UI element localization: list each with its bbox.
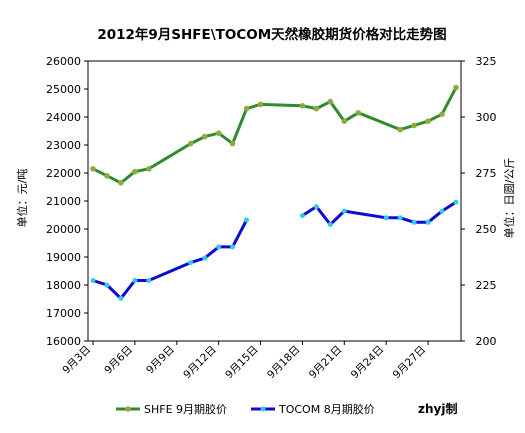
data-point-shfe xyxy=(187,140,194,147)
left-axis-title: 单位：元/吨 xyxy=(15,169,29,228)
data-point-tocom xyxy=(313,204,319,210)
x-tick-label: 9月21日 xyxy=(307,344,345,382)
x-tick-label: 9月6日 xyxy=(102,344,135,377)
data-point-shfe xyxy=(425,118,431,124)
x-tick-label: 9月3日 xyxy=(60,344,93,377)
right-tick-label: 325 xyxy=(476,55,497,68)
series-line-tocom xyxy=(300,200,458,226)
x-tick-label: 9月12日 xyxy=(181,344,219,382)
chart-title: 2012年9月SHFE\TOCOM天然橡胶期货价格对比走势图 xyxy=(97,26,446,43)
left-tick-label: 23000 xyxy=(46,139,81,152)
data-point-shfe xyxy=(132,168,138,175)
data-point-tocom xyxy=(341,208,347,214)
legend-marker-shfe xyxy=(125,406,131,412)
data-point-tocom xyxy=(146,278,152,283)
x-tick-label: 9月9日 xyxy=(144,344,177,377)
data-point-shfe xyxy=(397,126,404,133)
data-point-shfe xyxy=(229,140,236,147)
data-point-shfe xyxy=(453,84,459,91)
left-tick-label: 21000 xyxy=(46,195,81,208)
data-point-shfe xyxy=(341,118,348,124)
left-tick-label: 19000 xyxy=(46,251,81,264)
x-tick-label: 9月24日 xyxy=(349,344,387,382)
data-point-tocom xyxy=(244,217,250,223)
data-point-shfe xyxy=(104,173,110,179)
right-tick-label: 225 xyxy=(476,279,497,292)
data-point-tocom xyxy=(90,278,96,283)
right-tick-label: 200 xyxy=(476,335,497,348)
data-point-tocom xyxy=(188,260,194,266)
data-point-tocom xyxy=(216,244,222,250)
left-tick-label: 22000 xyxy=(46,167,81,180)
left-tick-label: 26000 xyxy=(46,55,81,68)
data-point-tocom xyxy=(104,282,110,288)
left-tick-label: 16000 xyxy=(46,335,81,348)
left-tick-label: 24000 xyxy=(46,111,81,124)
x-tick-label: 9月15日 xyxy=(223,344,261,382)
data-point-tocom xyxy=(202,255,208,261)
data-point-shfe xyxy=(327,98,334,105)
data-point-shfe xyxy=(313,105,320,112)
data-point-shfe xyxy=(299,103,306,109)
watermark: zhyj制 xyxy=(418,401,457,416)
data-point-shfe xyxy=(118,180,124,186)
data-point-shfe xyxy=(146,166,152,172)
legend-marker-tocom xyxy=(260,406,266,412)
data-point-tocom xyxy=(383,215,389,221)
data-point-shfe xyxy=(355,110,362,116)
data-point-shfe xyxy=(90,166,96,172)
plot-area xyxy=(87,60,462,342)
data-point-tocom xyxy=(230,244,236,250)
left-tick-label: 20000 xyxy=(46,223,81,236)
data-point-shfe xyxy=(215,130,222,136)
x-tick-label: 9月27日 xyxy=(391,344,429,382)
data-point-shfe xyxy=(411,122,417,129)
data-point-shfe xyxy=(243,105,250,112)
series-line-tocom xyxy=(91,218,249,300)
data-point-tocom xyxy=(327,222,333,227)
data-point-shfe xyxy=(201,133,208,140)
x-tick-label: 9月18日 xyxy=(265,344,303,382)
data-point-tocom xyxy=(299,213,305,219)
data-point-shfe xyxy=(439,111,445,117)
data-point-tocom xyxy=(439,208,445,214)
left-tick-label: 25000 xyxy=(46,83,81,96)
data-point-tocom xyxy=(132,278,138,283)
data-point-tocom xyxy=(453,199,459,205)
data-point-shfe xyxy=(257,101,264,108)
data-point-tocom xyxy=(411,219,417,225)
data-point-tocom xyxy=(425,219,431,225)
right-axis-title: 单位：日圆/公斤 xyxy=(502,158,516,239)
legend-label-shfe: SHFE 9月期胶价 xyxy=(144,402,227,416)
left-tick-label: 18000 xyxy=(46,279,81,292)
legend-label-tocom: TOCOM 8月期胶价 xyxy=(278,402,375,416)
data-point-tocom xyxy=(397,215,403,221)
data-point-tocom xyxy=(118,295,124,301)
right-tick-label: 250 xyxy=(476,223,497,236)
right-tick-label: 300 xyxy=(476,111,497,124)
left-tick-label: 17000 xyxy=(46,307,81,320)
right-tick-label: 275 xyxy=(476,167,497,180)
legend: SHFE 9月期胶价 TOCOM 8月期胶价 zhyj制 xyxy=(116,401,457,416)
